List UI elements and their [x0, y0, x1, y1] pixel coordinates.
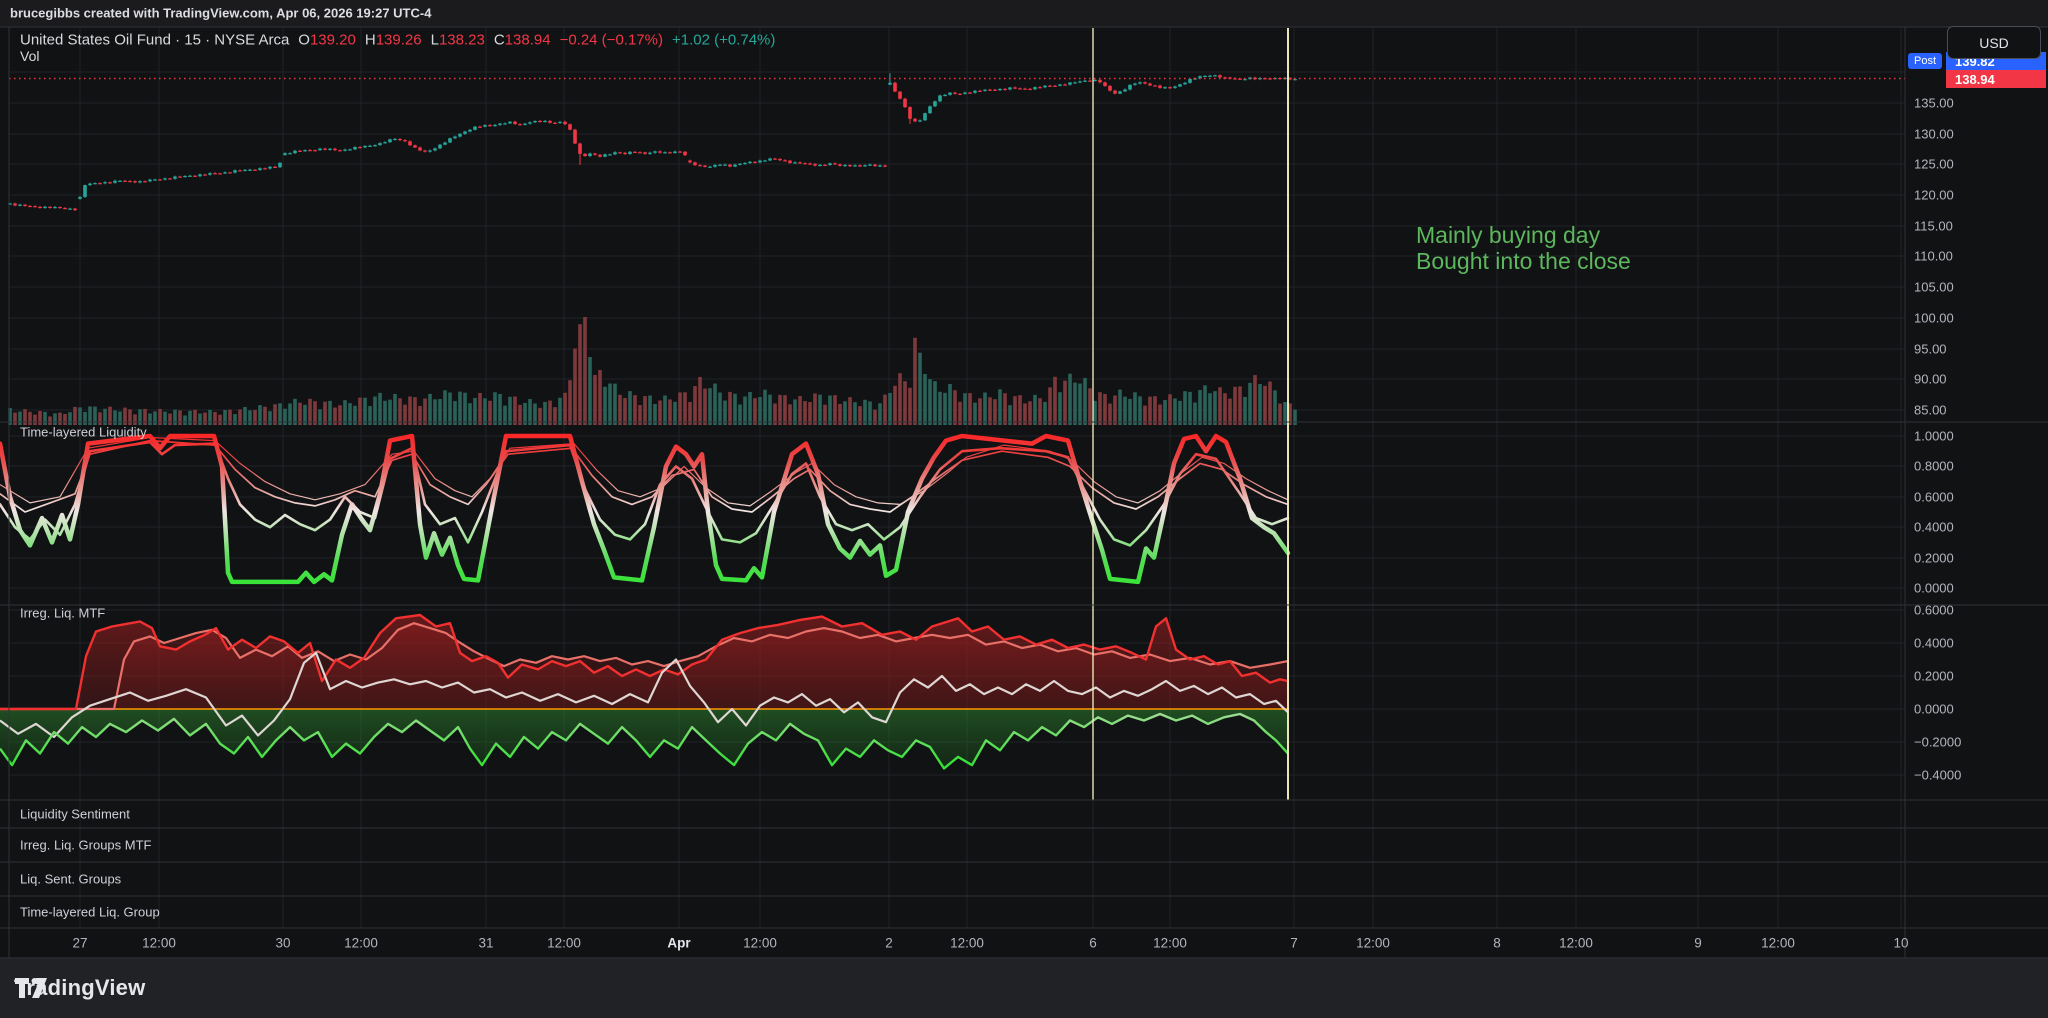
indicator-axis-label: 0.6000 — [1914, 489, 1954, 505]
time-axis-label: 8 — [1493, 935, 1501, 951]
time-axis-label: 9 — [1694, 935, 1702, 951]
price-axis-label: 115.00 — [1914, 218, 1953, 234]
time-axis-label: 27 — [72, 935, 88, 951]
price-axis-label: 120.00 — [1914, 187, 1954, 203]
indicator-axis-label: 1.0000 — [1914, 428, 1954, 444]
time-axis-label: 10 — [1893, 935, 1909, 951]
volume-indicator-label[interactable]: Vol — [20, 48, 40, 64]
extended-change-value: +1.02 (+0.74%) — [671, 31, 776, 49]
time-axis-label: 12:00 — [547, 935, 581, 951]
price-axis-label: 90.00 — [1914, 371, 1947, 387]
attribution-bar: brucegibbs created with TradingView.com,… — [0, 0, 2048, 27]
price-axis-label: 105.00 — [1914, 279, 1954, 295]
tradingview-logo[interactable]: TradingView — [14, 975, 145, 1001]
indicator-axis-label: 0.0000 — [1914, 580, 1954, 596]
indicator-axis-label: 0.8000 — [1914, 458, 1954, 474]
ohlc-low: L138.23 — [430, 31, 485, 49]
price-axis-label: 135.00 — [1914, 95, 1954, 111]
ohlc-close: C138.94 — [493, 31, 551, 49]
time-axis-label: 30 — [275, 935, 291, 951]
ohlc-open: O139.20 — [298, 31, 356, 49]
post-session-badge: Post — [1908, 53, 1942, 69]
time-axis-label: 31 — [478, 935, 494, 951]
indicator-axis-label: 0.4000 — [1914, 519, 1954, 535]
annotation-line-2: Bought into the close — [1416, 248, 1631, 274]
price-axis-label: 95.00 — [1914, 341, 1947, 357]
time-axis-label: 12:00 — [1356, 935, 1390, 951]
currency-usd-button[interactable]: USD — [1947, 26, 2041, 59]
symbol-info-line[interactable]: United States Oil Fund · 15 · NYSE Arca … — [20, 32, 775, 49]
indicator-axis-label: 0.4000 — [1914, 635, 1954, 651]
time-axis-label: 2 — [885, 935, 893, 951]
time-axis-label: Apr — [667, 935, 691, 951]
pane-title-time-layered-liq-group[interactable]: Time-layered Liq. Group — [20, 904, 160, 920]
pane-title-liquidity-sentiment[interactable]: Liquidity Sentiment — [20, 806, 130, 822]
time-axis-label: 12:00 — [743, 935, 777, 951]
pane-title-time-layered-liquidity[interactable]: Time-layered Liquidity — [20, 424, 147, 440]
time-axis-label: 12:00 — [1559, 935, 1593, 951]
time-axis-label: 12:00 — [950, 935, 984, 951]
price-axis-label: 85.00 — [1914, 402, 1947, 418]
pane-title-irreg-liq-mtf[interactable]: Irreg. Liq. MTF — [20, 605, 106, 621]
time-axis-label: 6 — [1089, 935, 1097, 951]
change-value: −0.24 (−0.17%) — [559, 31, 663, 49]
annotation-line-1: Mainly buying day — [1416, 222, 1601, 248]
indicator-axis-label: −0.4000 — [1914, 767, 1962, 783]
last-price-tag: 138.94 — [1946, 70, 2046, 88]
tradingview-logo-icon — [15, 978, 47, 998]
time-axis-label: 12:00 — [1153, 935, 1187, 951]
attribution-text: brucegibbs created with TradingView.com,… — [10, 5, 432, 21]
time-axis-label: 12:00 — [344, 935, 378, 951]
indicator-axis-label: 0.6000 — [1914, 602, 1954, 618]
pane-title-liq-sent-groups[interactable]: Liq. Sent. Groups — [20, 871, 122, 887]
time-scale[interactable] — [0, 928, 2048, 958]
indicator-axis-label: 0.2000 — [1914, 550, 1954, 566]
ohlc-high: H139.26 — [364, 31, 422, 49]
time-axis-label: 12:00 — [142, 935, 176, 951]
indicator-axis-label: 0.0000 — [1914, 701, 1954, 717]
indicator-axis-label: −0.2000 — [1914, 734, 1962, 750]
text-drawing-annotation[interactable]: Mainly buying day Bought into the close — [1416, 222, 1631, 274]
price-axis-label: 110.00 — [1914, 248, 1953, 264]
indicator-axis-label: 0.2000 — [1914, 668, 1954, 684]
price-axis-label: 130.00 — [1914, 126, 1954, 142]
price-axis-label: 100.00 — [1914, 310, 1954, 326]
price-axis-label: 125.00 — [1914, 156, 1954, 172]
pane-title-irreg-liq-groups-mtf[interactable]: Irreg. Liq. Groups MTF — [20, 837, 152, 853]
time-axis-label: 7 — [1290, 935, 1298, 951]
time-axis-label: 12:00 — [1761, 935, 1795, 951]
symbol-title: United States Oil Fund · 15 · NYSE Arca — [20, 31, 290, 49]
